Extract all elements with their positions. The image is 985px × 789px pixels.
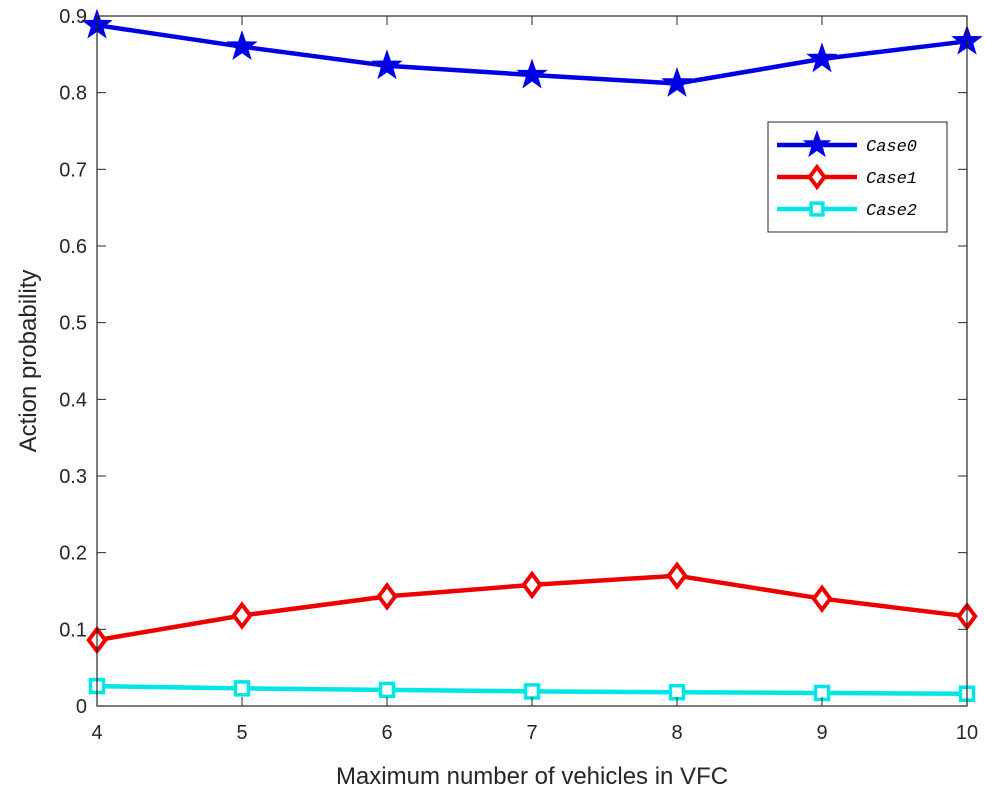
data-point-star (661, 66, 693, 97)
data-point-diamond (807, 163, 827, 191)
y-tick-label: 0.2 (59, 543, 87, 565)
y-tick-label: 0.6 (59, 236, 87, 258)
data-point-star (802, 129, 832, 158)
x-tick-label: 8 (671, 722, 682, 744)
legend: Case0 Case1 Case2 (767, 121, 948, 233)
y-tick-label: 0 (76, 696, 87, 718)
y-tick-label: 0.7 (59, 159, 87, 181)
legend-label: Case2 (866, 202, 917, 221)
x-tick-label: 10 (956, 722, 978, 744)
data-point-diamond (231, 601, 253, 630)
x-axis-ticks: 4 5 6 7 8 9 10 (91, 16, 978, 744)
series-layer (81, 8, 983, 702)
legend-item: Case1 (777, 163, 917, 191)
y-tick-label: 0.4 (59, 389, 87, 411)
data-point-star (371, 49, 403, 80)
x-tick-label: 5 (236, 722, 247, 744)
series-case2 (88, 677, 976, 702)
y-axis-title: Action probability (15, 270, 42, 453)
y-axis-ticks: 0 0.1 0.2 0.3 0.4 0.5 0.6 0.7 0.8 0.9 (59, 6, 967, 718)
data-point-diamond (666, 561, 688, 591)
data-point-square (378, 681, 396, 699)
data-point-square (523, 683, 541, 700)
x-tick-label: 4 (91, 722, 102, 744)
x-tick-label: 9 (816, 722, 827, 744)
legend-label: Case1 (866, 170, 917, 189)
y-tick-label: 0.1 (59, 619, 87, 641)
data-point-star (226, 30, 258, 61)
x-tick-label: 7 (526, 722, 537, 744)
data-point-star (806, 42, 838, 73)
y-tick-label: 0.8 (59, 83, 87, 105)
data-point-diamond (376, 582, 398, 611)
legend-item: Case0 (777, 129, 917, 158)
y-tick-label: 0.5 (59, 313, 87, 335)
data-point-diamond (521, 570, 543, 600)
x-axis-title: Maximum number of vehicles in VFC (336, 763, 728, 789)
y-tick-label: 0.9 (59, 6, 87, 28)
legend-label: Case0 (866, 138, 917, 157)
data-point-square (668, 683, 686, 701)
legend-item: Case2 (777, 201, 917, 221)
y-tick-label: 0.3 (59, 466, 87, 488)
data-point-star (516, 58, 548, 89)
data-point-square (233, 680, 251, 697)
data-point-diamond (811, 584, 833, 614)
x-tick-label: 6 (381, 722, 392, 744)
data-point-square (809, 201, 825, 217)
